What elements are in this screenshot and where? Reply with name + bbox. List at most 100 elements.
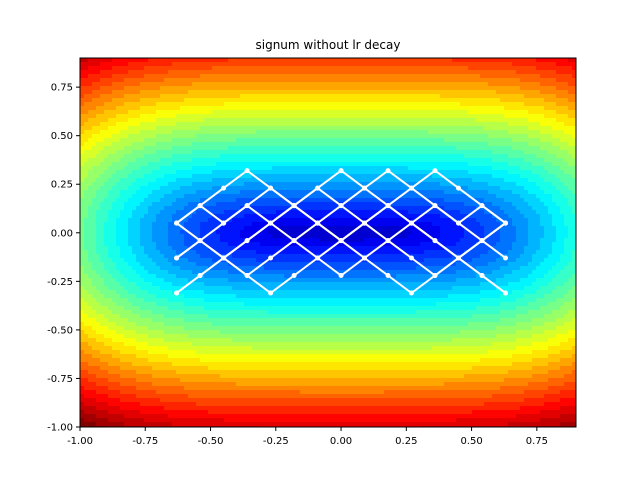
contour-cell (120, 110, 125, 115)
contour-cell (364, 62, 369, 67)
contour-cell (508, 58, 513, 63)
contour-cell (204, 126, 209, 131)
contour-cell (228, 86, 233, 91)
contour-cell (520, 110, 525, 115)
contour-cell (500, 154, 505, 159)
contour-cell (512, 58, 517, 63)
contour-cell (468, 162, 473, 167)
contour-cell (548, 130, 553, 135)
contour-cell (468, 62, 473, 67)
contour-cell (316, 178, 321, 183)
contour-cell (364, 174, 369, 179)
contour-cell (88, 122, 93, 127)
contour-cell (148, 62, 153, 67)
contour-cell (188, 198, 193, 203)
contour-cell (436, 130, 441, 135)
contour-cell (492, 110, 497, 115)
contour-cell (240, 110, 245, 115)
contour-cell (172, 178, 177, 183)
contour-cell (136, 110, 141, 115)
contour-cell (504, 70, 509, 75)
contour-cell (300, 134, 305, 139)
contour-cell (400, 110, 405, 115)
contour-cell (216, 130, 221, 135)
contour-cell (172, 102, 177, 107)
contour-cell (528, 86, 533, 91)
contour-cell (236, 98, 241, 103)
contour-cell (256, 138, 261, 143)
contour-cell (480, 98, 485, 103)
contour-cell (444, 186, 449, 191)
contour-cell (156, 166, 161, 171)
contour-cell (224, 110, 229, 115)
contour-cell (364, 118, 369, 123)
contour-cell (108, 58, 113, 63)
contour-cell (452, 102, 457, 107)
contour-cell (488, 158, 493, 163)
contour-cell (120, 130, 125, 135)
contour-cell (204, 186, 209, 191)
contour-cell (208, 94, 213, 99)
contour-cell (560, 206, 565, 211)
contour-cell (432, 94, 437, 99)
contour-cell (508, 202, 513, 207)
contour-cell (196, 170, 201, 175)
contour-cell (172, 90, 177, 95)
contour-cell (296, 162, 301, 167)
contour-cell (448, 82, 453, 87)
contour-cell (368, 206, 373, 211)
contour-cell (388, 122, 393, 127)
contour-cell (152, 206, 157, 211)
contour-cell (220, 106, 225, 111)
contour-cell (492, 114, 497, 119)
contour-cell (312, 174, 317, 179)
contour-cell (420, 150, 425, 155)
contour-cell (96, 130, 101, 135)
contour-cell (376, 110, 381, 115)
contour-cell (532, 90, 537, 95)
contour-cell (100, 202, 105, 207)
contour-cell (360, 98, 365, 103)
contour-cell (520, 58, 525, 63)
contour-cell (124, 86, 129, 91)
contour-cell (332, 190, 337, 195)
contour-cell (428, 98, 433, 103)
contour-cell (344, 138, 349, 143)
contour-cell (168, 78, 173, 83)
contour-cell (360, 198, 365, 203)
contour-cell (376, 166, 381, 171)
contour-cell (112, 162, 117, 167)
contour-cell (372, 198, 377, 203)
contour-cell (288, 138, 293, 143)
contour-cell (124, 66, 129, 71)
contour-cell (160, 98, 165, 103)
contour-cell (168, 146, 173, 151)
contour-cell (516, 86, 521, 91)
contour-cell (200, 126, 205, 131)
contour-cell (536, 130, 541, 135)
contour-cell (176, 130, 181, 135)
contour-cell (308, 74, 313, 79)
contour-cell (556, 82, 561, 87)
contour-cell (500, 182, 505, 187)
contour-cell (340, 162, 345, 167)
contour-cell (200, 62, 205, 67)
contour-cell (428, 150, 433, 155)
contour-cell (488, 118, 493, 123)
contour-cell (460, 142, 465, 147)
contour-cell (388, 166, 393, 171)
contour-cell (456, 74, 461, 79)
contour-cell (328, 98, 333, 103)
contour-cell (96, 206, 101, 211)
contour-cell (304, 62, 309, 67)
contour-cell (484, 142, 489, 147)
contour-cell (100, 178, 105, 183)
contour-cell (488, 130, 493, 135)
contour-cell (428, 138, 433, 143)
contour-cell (416, 94, 421, 99)
contour-cell (444, 146, 449, 151)
contour-cell (108, 174, 113, 179)
contour-cell (200, 122, 205, 127)
contour-cell (156, 130, 161, 135)
